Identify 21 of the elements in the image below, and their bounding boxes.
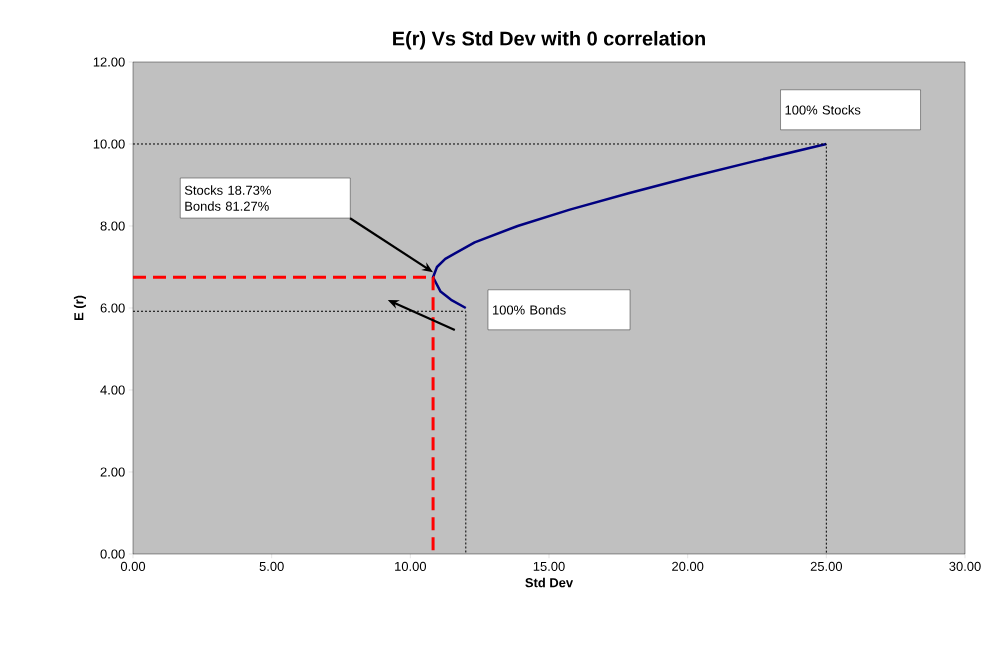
y-tick-label: 8.00 (100, 221, 125, 231)
annotation: 100% Stocks (785, 105, 861, 115)
x-tick-label: 15.00 (533, 561, 565, 571)
x-axis-title: Std Dev (525, 577, 574, 588)
y-tick-label: 10.00 (93, 139, 125, 149)
x-tick-label: 0.00 (120, 561, 146, 571)
annotation: Bonds 81.27% (185, 201, 269, 211)
x-tick-label: 20.00 (672, 561, 704, 571)
annotation: 100% Bonds (492, 305, 566, 315)
y-tick-label: 12.00 (93, 57, 125, 67)
y-axis-title: E (r) (73, 295, 86, 321)
x-tick-label: 5.00 (259, 561, 284, 571)
x-tick-label: 30.00 (949, 561, 981, 571)
x-tick-label: 25.00 (810, 561, 843, 571)
y-tick-label: 6.00 (100, 303, 125, 313)
x-tick-label: 10.00 (395, 561, 427, 571)
y-tick-label: 4.00 (100, 385, 125, 395)
y-tick-label: 0.00 (100, 549, 125, 559)
annotation: Stocks 18.73% (184, 185, 271, 195)
y-tick-label: 2.00 (100, 467, 125, 477)
chart-title: E(r) Vs Std Dev with 0 correlation (393, 30, 705, 50)
